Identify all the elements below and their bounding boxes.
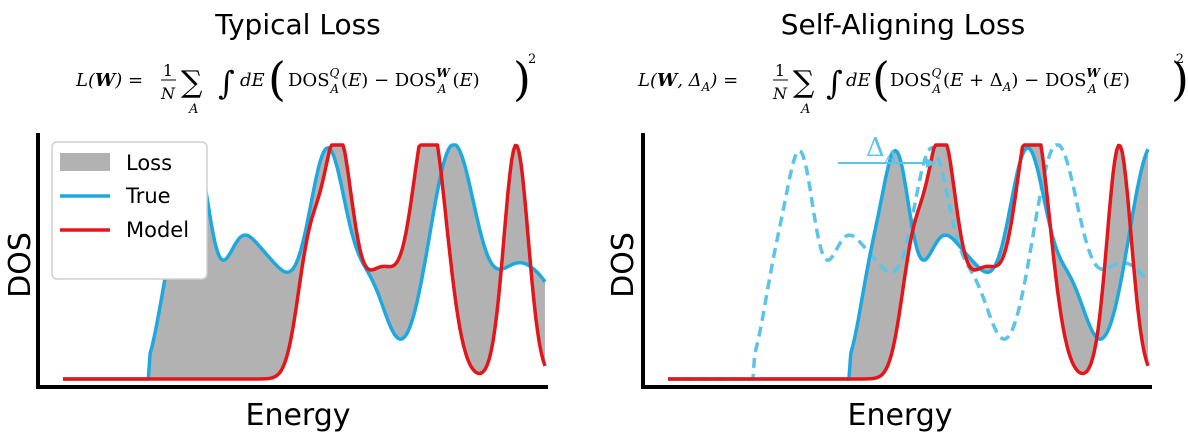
formula-power: 2	[1176, 52, 1184, 67]
shift-arrowhead	[926, 158, 936, 168]
chart-title: Typical Loss	[214, 8, 381, 41]
x-axis-label: Energy	[245, 398, 350, 433]
legend-loss-label: Loss	[126, 151, 172, 175]
formula-open-paren: (	[268, 52, 286, 106]
model-series-line	[63, 143, 547, 381]
y-axis-label: DOS	[606, 232, 641, 298]
formula-integrand: dE	[846, 70, 871, 91]
model-series-line	[668, 143, 1150, 381]
formula-integral: ∫	[826, 64, 843, 102]
panel-typical-loss: Typical Loss L(W) = 1 N ∑ A ∫ dE ( DOSQ A…	[3, 8, 548, 433]
formula-typical: L(W) = 1 N ∑ A ∫ dE ( DOSQ A (E) − DOSW A (E…	[75, 52, 536, 117]
panel-self-aligning-loss: Self-Aligning Loss L(W, ΔA) = 1 N ∑ A ∫ …	[606, 8, 1188, 433]
legend-model-label: Model	[126, 218, 189, 242]
formula-integral: ∫	[218, 64, 235, 102]
formula-sum-sub: A	[188, 102, 198, 117]
formula-self-aligning: L(W, ΔA) = 1 N ∑ A ∫ dE ( DOSQ A (E + ΔA) …	[637, 52, 1188, 117]
formula-sum: ∑	[181, 65, 203, 100]
formula-sum: ∑	[793, 65, 815, 100]
shift-label: ΔA	[866, 133, 898, 168]
formula-sum-sub: A	[800, 102, 810, 117]
legend-box	[51, 141, 208, 280]
formula-integrand: dE	[240, 70, 265, 91]
formula-lhs: L(W, ΔA) =	[637, 70, 738, 94]
plot-self-aligning	[668, 143, 1150, 381]
formula-dos-true: DOSQ A (E) − DOSW A (E)	[288, 66, 480, 96]
legend: Loss True Model	[51, 141, 208, 280]
x-axis-label: Energy	[847, 398, 952, 433]
legend-loss-swatch	[60, 153, 110, 171]
formula-close-paren: )	[513, 52, 531, 106]
formula-lhs: L(W) =	[75, 70, 143, 91]
y-axis-label: DOS	[3, 232, 38, 298]
legend-true-label: True	[125, 184, 171, 208]
formula-numerator: 1	[775, 61, 785, 80]
shift-annotation: ΔA	[838, 133, 936, 168]
formula-numerator: 1	[163, 61, 173, 80]
formula-open-paren: (	[872, 52, 890, 106]
formula-close-paren: )	[1171, 52, 1188, 106]
formula-dos-shifted: DOSQ A (E + ΔA) − DOSW A (E)	[890, 66, 1130, 96]
formula-denominator: N	[160, 84, 176, 103]
chart-title: Self-Aligning Loss	[781, 8, 1025, 41]
formula-power: 2	[528, 52, 536, 67]
formula-denominator: N	[772, 84, 788, 103]
